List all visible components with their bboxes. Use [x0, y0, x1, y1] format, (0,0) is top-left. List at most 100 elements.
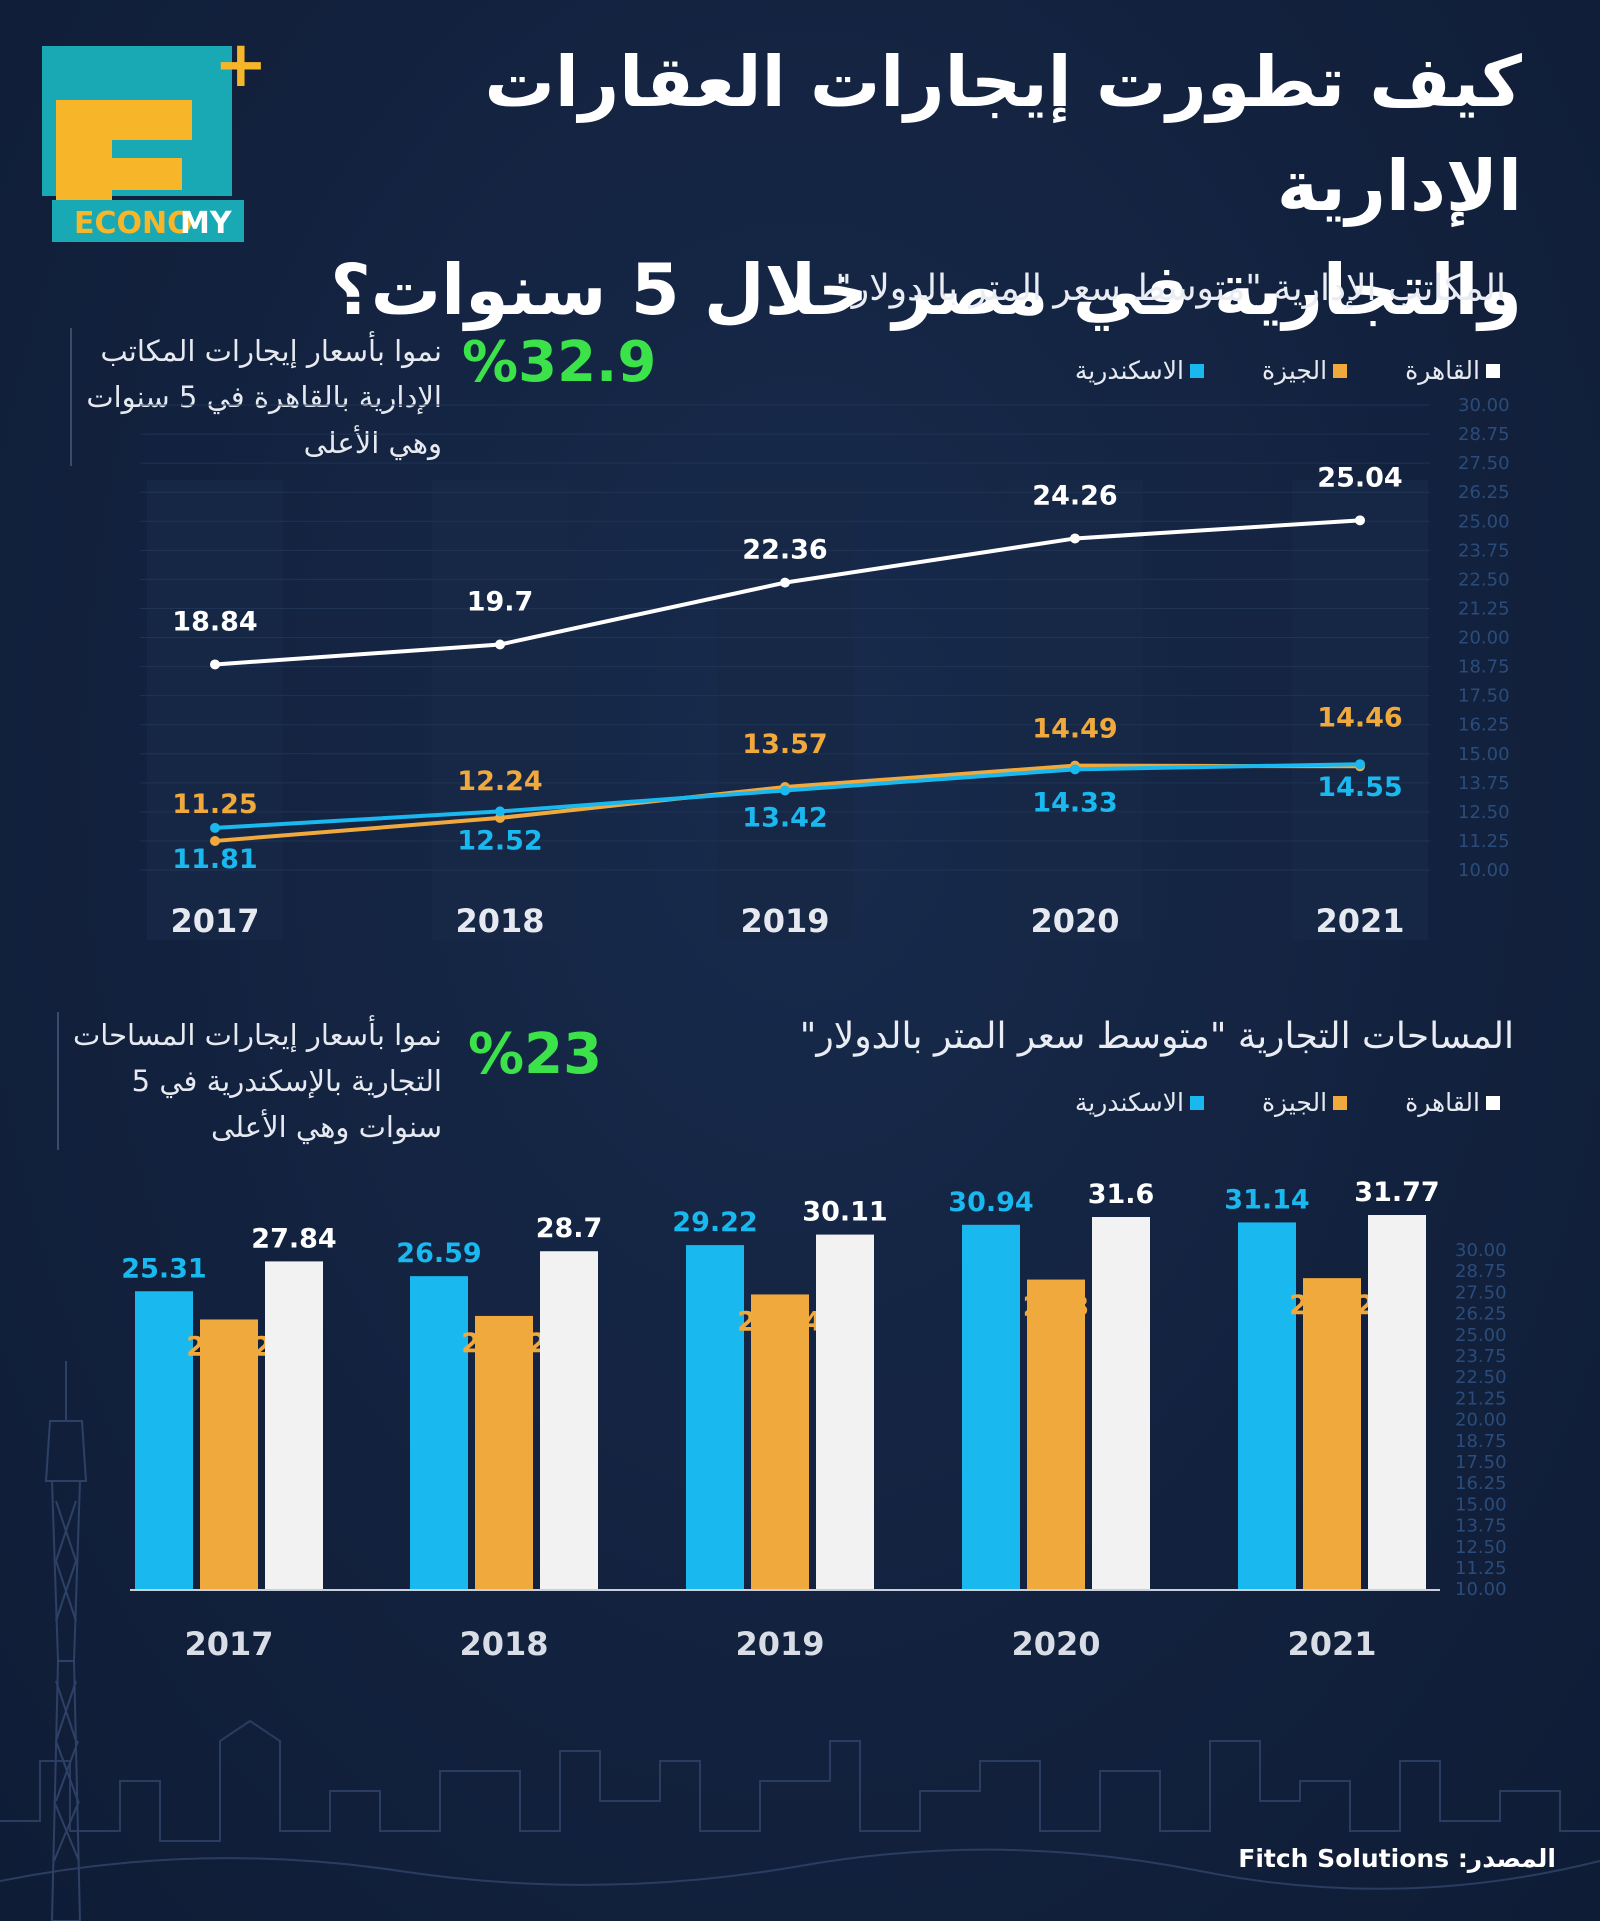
legend-item-giza: الجيزة — [1262, 1088, 1348, 1117]
bar — [1368, 1215, 1426, 1590]
y-tick-label: 12.50 — [1458, 802, 1510, 823]
y-tick-label: 28.75 — [1458, 424, 1510, 445]
data-label: 30.11 — [802, 1197, 887, 1228]
commercial-bar-chart: 30.0028.7527.5026.2525.0023.7522.5021.25… — [121, 1177, 1507, 1663]
offices-stat-line: نموا بأسعار إيجارات المكاتب — [100, 334, 442, 368]
bar — [265, 1261, 323, 1590]
data-label: 29.22 — [672, 1207, 757, 1238]
x-tick-label: 2017 — [184, 1625, 273, 1663]
legend-swatch — [1333, 363, 1348, 378]
data-label: 19.7 — [467, 586, 534, 617]
y-tick-label: 12.50 — [1455, 1537, 1507, 1558]
data-label: 22.36 — [742, 535, 827, 566]
data-point — [1355, 515, 1365, 526]
legend-swatch — [1486, 363, 1500, 378]
y-tick-label: 30.00 — [1458, 395, 1510, 416]
bar — [1092, 1217, 1150, 1590]
data-label: 25.31 — [121, 1253, 206, 1284]
x-tick-label: 2018 — [455, 902, 544, 940]
data-label: 11.25 — [172, 789, 257, 820]
x-tick-label: 2019 — [740, 902, 829, 940]
y-tick-label: 22.50 — [1455, 1367, 1507, 1388]
offices-legend: القاهرة الجيزة الاسكندرية — [1075, 356, 1500, 385]
commercial-stat-line: سنوات وهي الأعلى — [211, 1110, 442, 1144]
source-credit: المصدر: Fitch Solutions — [1238, 1844, 1556, 1873]
bar — [1238, 1222, 1296, 1590]
data-label: 27.84 — [251, 1223, 336, 1254]
legend-item-alex: الاسكندرية — [1075, 1088, 1204, 1117]
legend-label: الجيزة — [1261, 356, 1328, 385]
y-tick-label: 16.25 — [1455, 1473, 1507, 1494]
data-label: 25.04 — [737, 1306, 822, 1337]
data-label: 11.81 — [172, 844, 257, 875]
bar — [200, 1319, 258, 1590]
commercial-stat-line: نموا بأسعار إيجارات المساحات — [72, 1018, 442, 1052]
y-tick-label: 11.25 — [1458, 831, 1510, 852]
y-tick-label: 20.00 — [1458, 628, 1510, 649]
data-label: 14.33 — [1032, 787, 1117, 818]
commercial-section-title: المساحات التجارية "متوسط سعر المتر بالدو… — [799, 1016, 1514, 1057]
data-label: 22.92 — [186, 1331, 271, 1362]
offices-stat-line: وهي الأعلى — [303, 426, 442, 460]
legend-item-giza: الجيزة — [1261, 356, 1348, 385]
data-label: 14.46 — [1317, 702, 1402, 733]
bar — [410, 1276, 468, 1590]
data-label: 14.55 — [1317, 772, 1402, 803]
bar — [475, 1315, 533, 1590]
data-point — [495, 639, 505, 650]
y-tick-label: 10.00 — [1455, 1579, 1507, 1600]
legend-item-cairo: القاهرة — [1405, 356, 1500, 385]
cairo-tower-icon — [44, 1361, 88, 1921]
y-tick-label: 15.00 — [1458, 744, 1510, 765]
legend-swatch — [1189, 363, 1204, 378]
y-tick-label: 17.50 — [1458, 686, 1510, 707]
data-label: 24.26 — [1032, 480, 1117, 511]
data-label: 14.49 — [1032, 714, 1117, 745]
y-tick-label: 28.75 — [1455, 1261, 1507, 1282]
y-tick-label: 16.25 — [1458, 715, 1510, 736]
cairo-skyline-decoration — [0, 1361, 1600, 1921]
y-tick-label: 27.50 — [1455, 1282, 1507, 1303]
y-tick-label: 26.25 — [1458, 482, 1510, 503]
y-tick-label: 26.25 — [1455, 1304, 1507, 1325]
bar — [962, 1224, 1020, 1590]
data-label: 26.59 — [396, 1238, 481, 1269]
offices-stat-text: نموا بأسعار إيجارات المكاتب الإدارية بال… — [70, 328, 442, 466]
x-tick-label: 2018 — [459, 1625, 548, 1663]
y-tick-label: 21.25 — [1455, 1388, 1507, 1409]
legend-label: القاهرة — [1405, 1088, 1480, 1117]
offices-section-title: المكاتب الإدارية "متوسط سعر المتر بالدول… — [835, 268, 1506, 309]
commercial-stat-text: نموا بأسعار إيجارات المساحات التجارية با… — [56, 1012, 442, 1150]
title-line-1: كيف تطورت إيجارات العقارات الإدارية — [484, 41, 1523, 227]
legend-swatch — [1189, 1095, 1204, 1110]
legend-item-alex: الاسكندرية — [1075, 356, 1204, 385]
year-column-bg — [147, 480, 283, 940]
x-tick-label: 2019 — [735, 1625, 824, 1663]
data-point — [210, 659, 220, 670]
bar — [135, 1291, 193, 1590]
logo-text-my: MY — [180, 206, 233, 241]
y-tick-label: 18.75 — [1455, 1431, 1507, 1452]
logo-e-glyph — [56, 100, 192, 210]
y-tick-label: 13.75 — [1458, 773, 1510, 794]
data-label: 31.14 — [1224, 1184, 1309, 1215]
bar — [816, 1234, 874, 1590]
data-label: 18.84 — [172, 606, 257, 637]
x-tick-label: 2021 — [1287, 1625, 1376, 1663]
legend-swatch — [1333, 1095, 1348, 1110]
y-tick-label: 25.00 — [1458, 511, 1510, 532]
y-tick-label: 27.50 — [1458, 453, 1510, 474]
year-column-bg — [1007, 480, 1143, 940]
data-label: 28.7 — [536, 1213, 603, 1244]
bar — [1027, 1279, 1085, 1590]
legend-label: الاسكندرية — [1074, 356, 1184, 385]
data-label: 23.22 — [461, 1328, 546, 1359]
legend-label: الاسكندرية — [1074, 1088, 1184, 1117]
year-column-bg — [717, 480, 853, 940]
data-point — [210, 835, 220, 846]
y-tick-label: 15.00 — [1455, 1494, 1507, 1515]
y-tick-label: 18.75 — [1458, 657, 1510, 678]
y-tick-label: 23.75 — [1455, 1346, 1507, 1367]
bar — [751, 1294, 809, 1590]
data-label: 13.57 — [742, 729, 827, 760]
